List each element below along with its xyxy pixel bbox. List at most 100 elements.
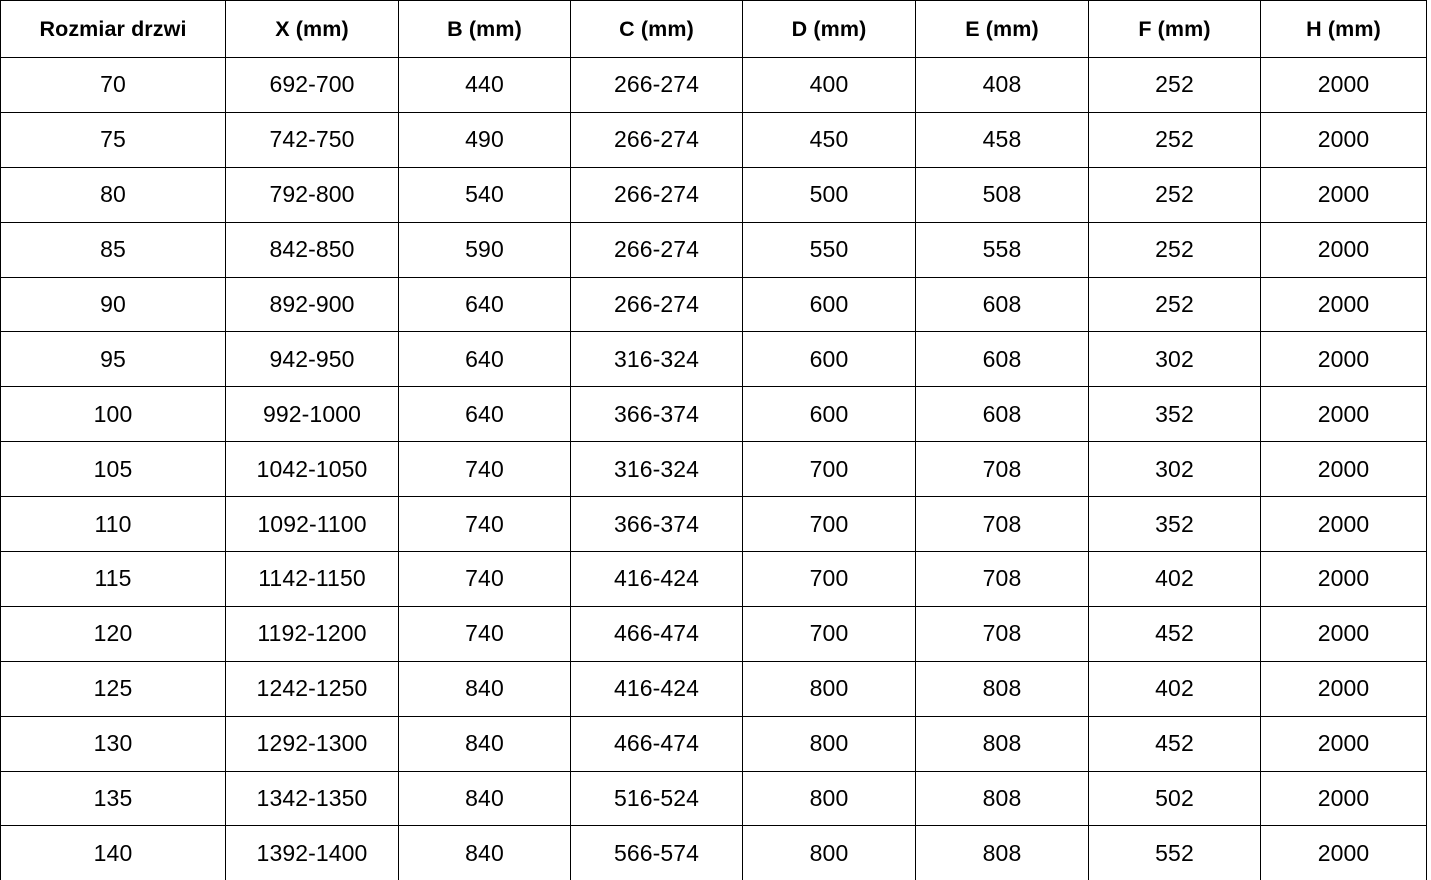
cell-b: 840 [399,826,571,880]
cell-h: 2000 [1261,277,1427,332]
cell-d: 800 [743,661,916,716]
cell-h: 2000 [1261,552,1427,607]
cell-h: 2000 [1261,497,1427,552]
cell-x: 1392-1400 [226,826,399,880]
cell-h: 2000 [1261,716,1427,771]
cell-x: 1142-1150 [226,552,399,607]
cell-c: 416-424 [571,661,743,716]
cell-d: 400 [743,58,916,113]
cell-h: 2000 [1261,661,1427,716]
cell-door-size: 105 [1,442,226,497]
cell-door-size: 125 [1,661,226,716]
cell-e: 808 [916,661,1089,716]
cell-e: 458 [916,112,1089,167]
cell-door-size: 140 [1,826,226,880]
cell-x: 792-800 [226,167,399,222]
cell-b: 640 [399,277,571,332]
cell-b: 840 [399,771,571,826]
cell-door-size: 130 [1,716,226,771]
cell-x: 992-1000 [226,387,399,442]
cell-e: 708 [916,606,1089,661]
cell-f: 252 [1089,167,1261,222]
cell-d: 800 [743,771,916,826]
cell-b: 740 [399,442,571,497]
cell-h: 2000 [1261,58,1427,113]
cell-door-size: 135 [1,771,226,826]
cell-h: 2000 [1261,387,1427,442]
column-header-2: B (mm) [399,1,571,58]
cell-door-size: 80 [1,167,226,222]
cell-h: 2000 [1261,167,1427,222]
cell-door-size: 75 [1,112,226,167]
cell-c: 266-274 [571,112,743,167]
cell-h: 2000 [1261,606,1427,661]
cell-b: 490 [399,112,571,167]
column-header-1: X (mm) [226,1,399,58]
cell-f: 352 [1089,497,1261,552]
cell-c: 316-324 [571,332,743,387]
cell-x: 1042-1050 [226,442,399,497]
cell-e: 608 [916,387,1089,442]
cell-f: 352 [1089,387,1261,442]
cell-f: 552 [1089,826,1261,880]
cell-x: 942-950 [226,332,399,387]
column-header-3: C (mm) [571,1,743,58]
cell-e: 808 [916,771,1089,826]
cell-h: 2000 [1261,112,1427,167]
cell-c: 566-574 [571,826,743,880]
cell-f: 252 [1089,58,1261,113]
cell-f: 252 [1089,112,1261,167]
cell-d: 450 [743,112,916,167]
cell-d: 500 [743,167,916,222]
cell-e: 708 [916,552,1089,607]
column-header-4: D (mm) [743,1,916,58]
cell-c: 516-524 [571,771,743,826]
cell-d: 700 [743,606,916,661]
cell-f: 302 [1089,442,1261,497]
cell-h: 2000 [1261,442,1427,497]
cell-d: 700 [743,552,916,607]
cell-f: 302 [1089,332,1261,387]
cell-c: 266-274 [571,277,743,332]
column-header-7: H (mm) [1261,1,1427,58]
cell-door-size: 70 [1,58,226,113]
cell-f: 402 [1089,552,1261,607]
cell-x: 1242-1250 [226,661,399,716]
cell-b: 590 [399,222,571,277]
cell-b: 840 [399,661,571,716]
cell-f: 452 [1089,716,1261,771]
cell-b: 640 [399,387,571,442]
cell-f: 252 [1089,222,1261,277]
column-header-6: F (mm) [1089,1,1261,58]
cell-x: 692-700 [226,58,399,113]
cell-d: 700 [743,497,916,552]
cell-x: 892-900 [226,277,399,332]
cell-d: 600 [743,332,916,387]
cell-d: 600 [743,277,916,332]
cell-f: 252 [1089,277,1261,332]
cell-d: 700 [743,442,916,497]
cell-b: 440 [399,58,571,113]
cell-door-size: 120 [1,606,226,661]
cell-h: 2000 [1261,332,1427,387]
cell-x: 1192-1200 [226,606,399,661]
cell-b: 740 [399,497,571,552]
cell-c: 366-374 [571,497,743,552]
cell-x: 1342-1350 [226,771,399,826]
cell-x: 742-750 [226,112,399,167]
cell-f: 502 [1089,771,1261,826]
cell-c: 316-324 [571,442,743,497]
